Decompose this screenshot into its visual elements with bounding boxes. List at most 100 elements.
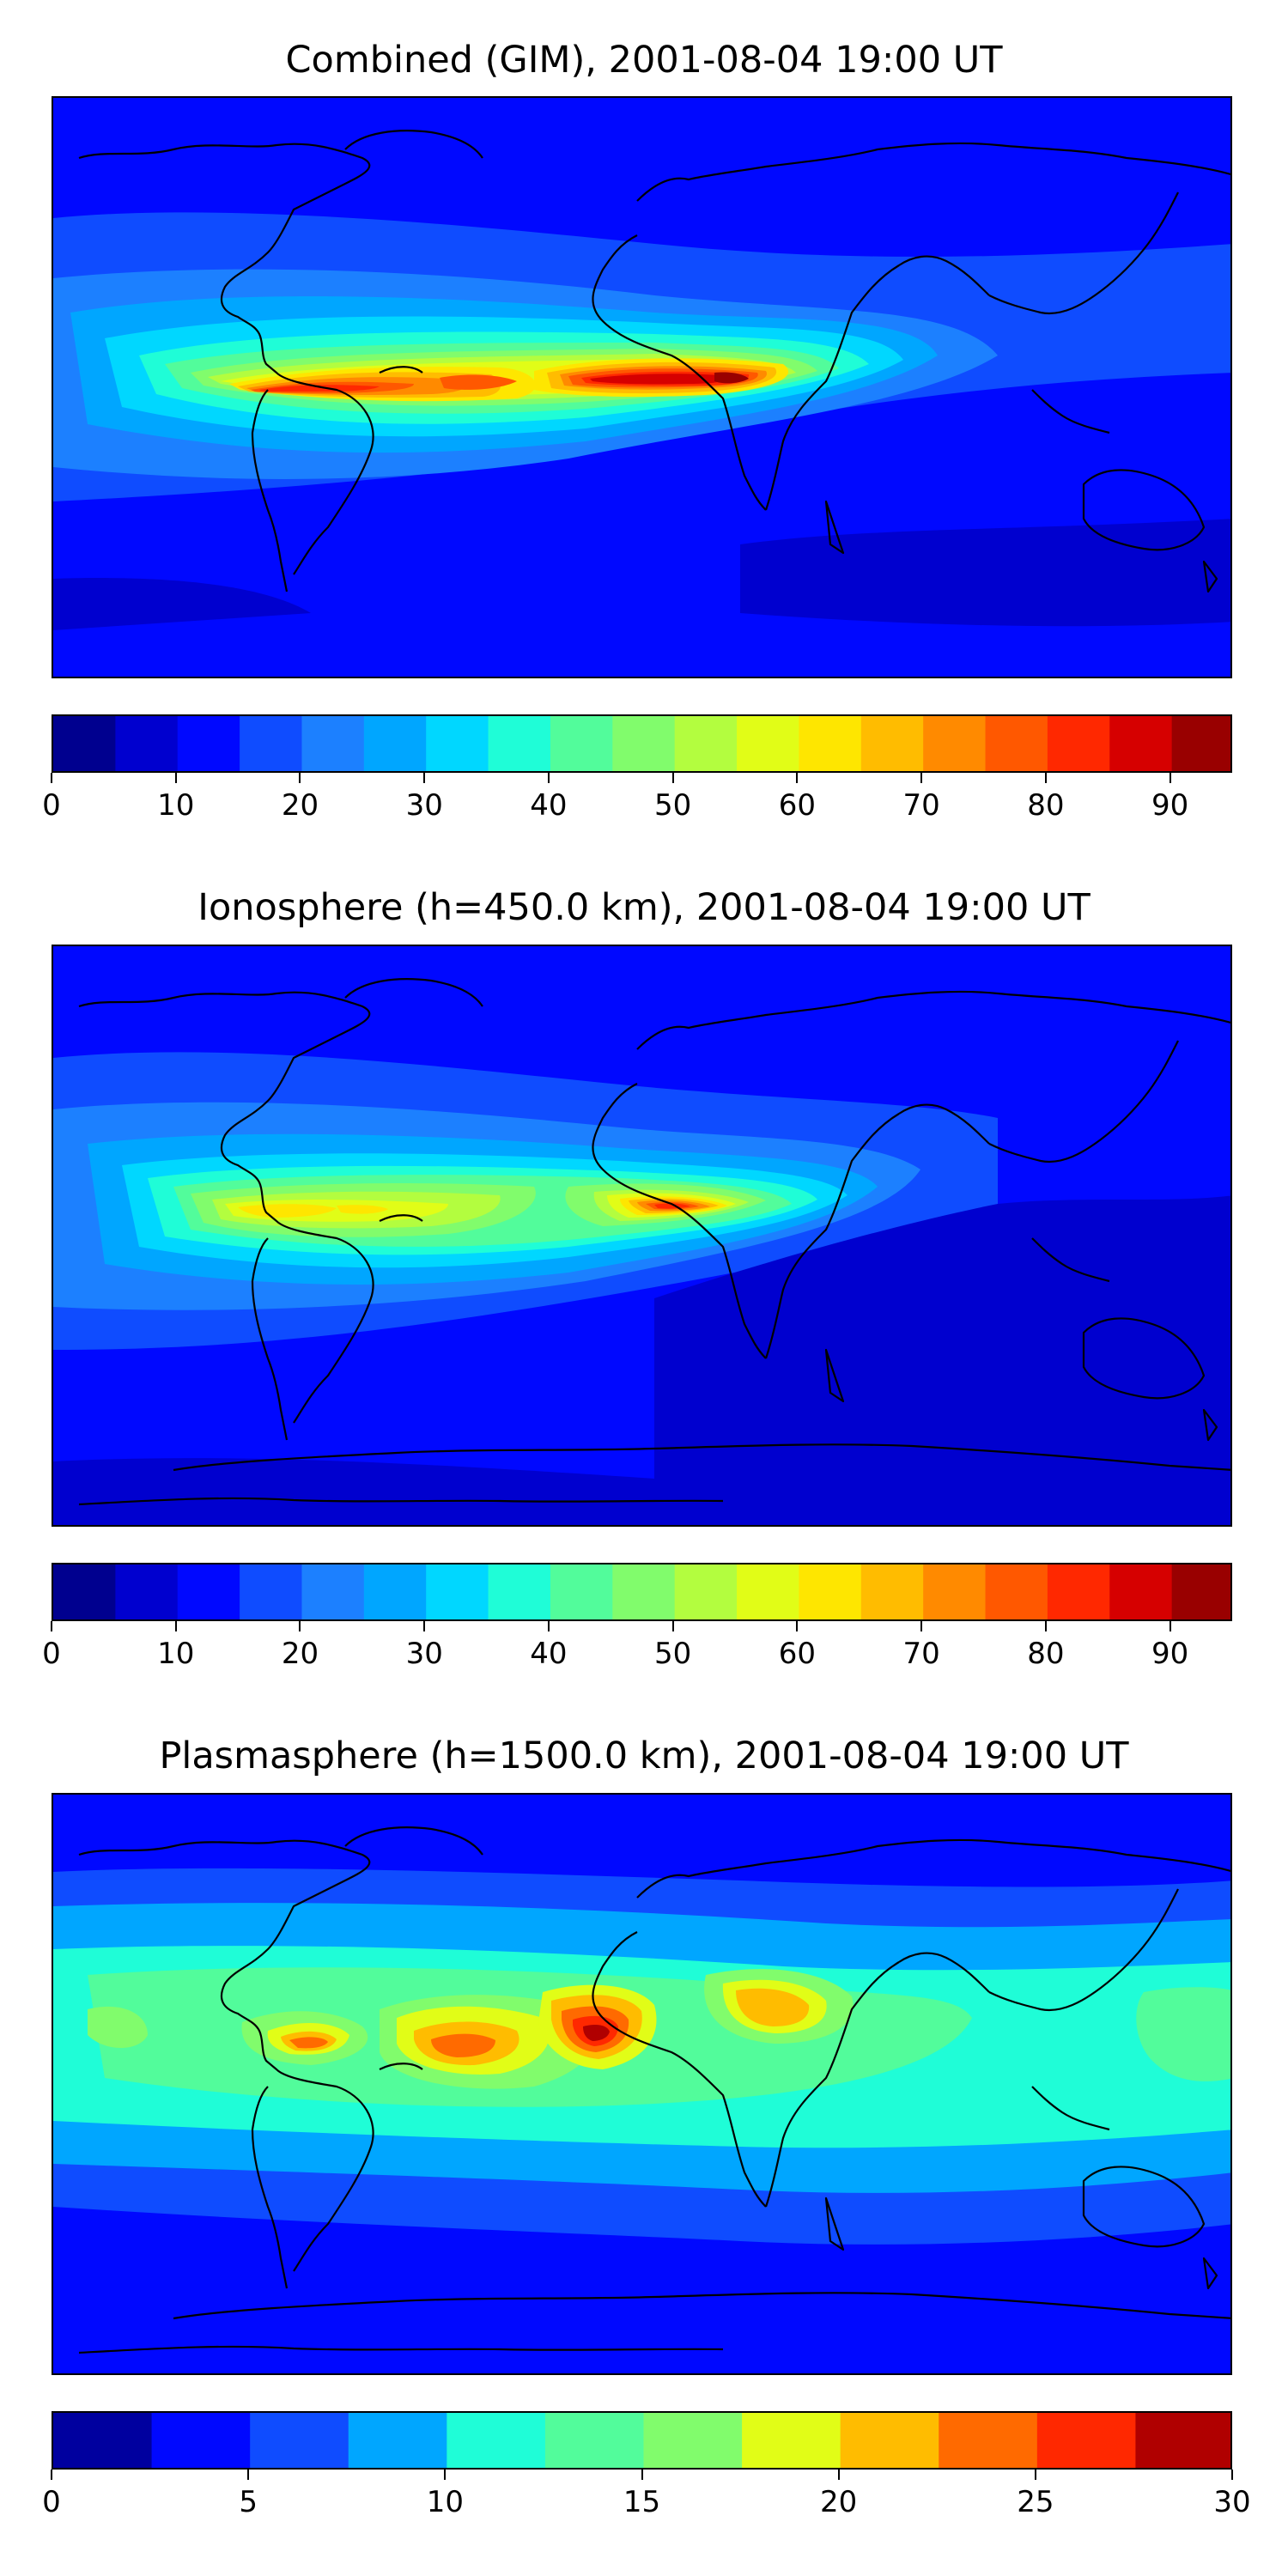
- colorbar-swatch: [301, 1564, 365, 1619]
- colorbar-swatch: [1109, 716, 1173, 771]
- colorbar-swatch: [488, 716, 551, 771]
- colorbar-swatch: [923, 716, 987, 771]
- colorbar-tick: [547, 773, 550, 783]
- colorbar-tick-label: 40: [530, 788, 568, 823]
- colorbar-tick: [671, 773, 674, 783]
- ionosphere-contours: [53, 946, 1230, 1525]
- colorbar-tick-label: 70: [902, 788, 940, 823]
- combined-colorbar: [52, 714, 1232, 773]
- colorbar-swatch: [544, 2413, 645, 2468]
- colorbar-tick-label: 40: [530, 1637, 568, 1671]
- tec-contour-level-18: [714, 372, 749, 384]
- tec-contour-level-1: [740, 519, 1230, 627]
- colorbar-swatch: [1171, 1564, 1230, 1619]
- colorbar-tick: [51, 773, 52, 783]
- colorbar-tick: [423, 1621, 426, 1631]
- colorbar-swatch: [240, 1564, 303, 1619]
- colorbar-tick: [1169, 1621, 1171, 1631]
- colorbar-tick-label: 25: [1017, 2485, 1054, 2519]
- combined-tec-map: [52, 96, 1232, 678]
- plasmasphere-contours: [53, 1795, 1230, 2373]
- colorbar-swatch: [348, 2413, 447, 2468]
- colorbar-swatch: [177, 1564, 240, 1619]
- colorbar-swatch: [799, 716, 862, 771]
- plasmasphere-colorbar: [52, 2411, 1232, 2470]
- colorbar-tick: [299, 773, 301, 783]
- colorbar-swatch: [799, 1564, 862, 1619]
- colorbar-tick: [920, 773, 923, 783]
- tec-contour-level-1: [53, 1458, 654, 1525]
- colorbar-swatch: [1047, 1564, 1110, 1619]
- colorbar-swatch: [426, 716, 489, 771]
- colorbar-tick-label: 50: [654, 1637, 692, 1671]
- colorbar-tick: [1169, 773, 1171, 783]
- combined-colorbar-svg: [53, 716, 1230, 771]
- colorbar-tick: [920, 1621, 923, 1631]
- colorbar-swatch: [115, 1564, 179, 1619]
- combined-coastlines: [78, 130, 1230, 593]
- tec-contour-level-5: [1136, 1987, 1230, 2081]
- ionosphere-colorbar-svg: [53, 1564, 1230, 1619]
- colorbar-tick-label: 60: [778, 1637, 817, 1671]
- colorbar-tick: [444, 2470, 447, 2480]
- colorbar-tick: [1231, 2470, 1233, 2480]
- colorbar-swatch: [643, 2413, 743, 2468]
- colorbar-tick-label: 15: [623, 2485, 661, 2519]
- colorbar-swatch: [151, 2413, 251, 2468]
- tec-contour-level-9: [431, 2033, 495, 2057]
- colorbar-tick-label: 60: [778, 788, 817, 823]
- colorbar-tick-label: 0: [42, 2485, 61, 2519]
- colorbar-swatch: [985, 1564, 1048, 1619]
- colorbar-tick: [641, 2470, 643, 2480]
- colorbar-tick-label: 70: [902, 1637, 940, 1671]
- ionosphere-colorbar-ticks: 0 10 20 30 40 50 60 70 80 90: [42, 1621, 1232, 1673]
- colorbar-tick: [51, 1621, 52, 1631]
- colorbar-tick: [796, 773, 799, 783]
- colorbar-swatch: [363, 716, 427, 771]
- tec-contour-level-8: [736, 1988, 810, 2026]
- colorbar-tick-label: 30: [405, 1637, 443, 1671]
- tec-contour-level-16: [259, 385, 380, 392]
- tec-contour-level-12: [238, 1204, 337, 1218]
- colorbar-tick-label: 0: [42, 788, 61, 823]
- colorbar-swatch: [674, 716, 738, 771]
- colorbar-swatch: [550, 1564, 613, 1619]
- colorbar-swatch: [1047, 716, 1110, 771]
- colorbar-swatch: [250, 2413, 349, 2468]
- colorbar-swatch: [840, 2413, 939, 2468]
- tec-contour-level-11: [583, 2025, 610, 2041]
- ionosphere-map-svg: [53, 946, 1230, 1525]
- colorbar-tick: [299, 1621, 301, 1631]
- colorbar-tick: [837, 2470, 840, 2480]
- ionosphere-tec-map: [52, 945, 1232, 1527]
- colorbar-tick-label: 90: [1151, 788, 1189, 823]
- ionosphere-coastlines: [78, 978, 1230, 1506]
- colorbar-swatch: [860, 716, 924, 771]
- colorbar-swatch: [301, 716, 365, 771]
- plasmasphere-map-title: Plasmasphere (h=1500.0 km), 2001-08-04 1…: [159, 1735, 1129, 1777]
- colorbar-tick: [247, 2470, 250, 2480]
- colorbar-tick-label: 20: [281, 788, 319, 823]
- colorbar-tick: [796, 1621, 799, 1631]
- colorbar-swatch: [447, 2413, 546, 2468]
- colorbar-tick-label: 10: [157, 788, 195, 823]
- colorbar-tick: [547, 1621, 550, 1631]
- colorbar-tick-label: 10: [157, 1637, 195, 1671]
- tec-contour-level-6: [88, 2006, 148, 2048]
- ionosphere-map-title: Ionosphere (h=450.0 km), 2001-08-04 19:0…: [197, 886, 1091, 929]
- colorbar-tick-label: 80: [1027, 1637, 1065, 1671]
- combined-colorbar-ticks: 0 10 20 30 40 50 60 70 80 90: [42, 773, 1232, 824]
- colorbar-swatch: [177, 716, 240, 771]
- colorbar-tick-label: 0: [42, 1637, 61, 1671]
- plasmasphere-colorbar-svg: [53, 2413, 1230, 2468]
- colorbar-tick: [1034, 2470, 1036, 2480]
- plasmasphere-colorbar-ticks: 0 5 10 15 20 25 30: [42, 2470, 1251, 2521]
- tec-contour-level-1: [53, 1795, 1230, 1898]
- colorbar-tick-label: 90: [1151, 1637, 1189, 1671]
- plasmasphere-coastlines: [78, 1826, 1230, 2354]
- colorbar-swatch: [426, 1564, 489, 1619]
- tec-contour-level-12: [337, 1205, 388, 1214]
- ionosphere-colorbar: [52, 1563, 1232, 1621]
- colorbar-swatch: [488, 1564, 551, 1619]
- colorbar-swatch: [737, 716, 800, 771]
